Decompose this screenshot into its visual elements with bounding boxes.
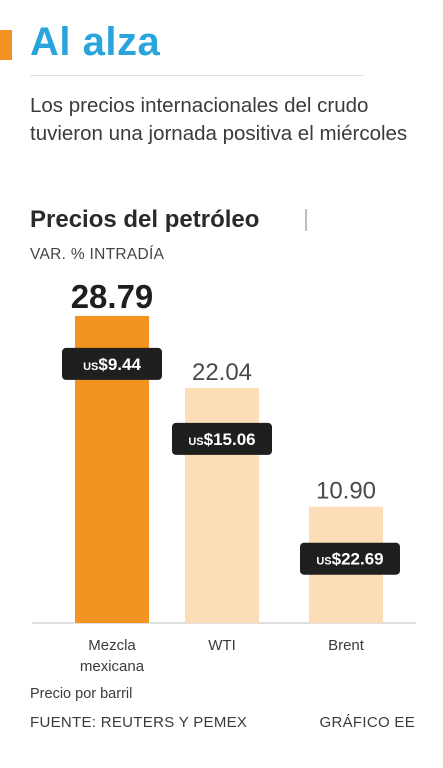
bar-chart: 28.79US$9.44Mezclamexicana22.04US$15.06W… bbox=[32, 278, 416, 675]
title-divider bbox=[30, 75, 364, 76]
price-value: $15.06 bbox=[204, 430, 256, 449]
unit-note: Precio por barril bbox=[30, 686, 133, 702]
source-text: FUENTE: REUTERS Y PEMEX bbox=[30, 714, 248, 731]
price-value: $9.44 bbox=[98, 355, 141, 374]
category-label: Mezcla bbox=[88, 637, 136, 654]
price-label: US$22.69 bbox=[316, 550, 383, 569]
chart-title-separator bbox=[305, 209, 307, 231]
price-value: $22.69 bbox=[332, 550, 384, 569]
category-label: WTI bbox=[208, 637, 236, 654]
credit-text: GRÁFICO EE bbox=[319, 714, 415, 731]
price-badge bbox=[172, 422, 272, 455]
category-label: Brent bbox=[328, 637, 365, 654]
page-description: Los precios internacionales del crudo tu… bbox=[30, 94, 408, 145]
chart-subtitle: VAR. % INTRADÍA bbox=[30, 246, 165, 263]
price-currency: US bbox=[83, 361, 98, 373]
price-badge bbox=[300, 542, 400, 575]
chart-title: Precios del petróleo bbox=[30, 206, 260, 233]
value-label: 10.90 bbox=[316, 478, 376, 505]
page-title: Al alza bbox=[30, 20, 161, 64]
price-badge bbox=[62, 347, 162, 380]
title-accent-bar bbox=[0, 30, 12, 60]
category-label: mexicana bbox=[80, 658, 145, 675]
price-currency: US bbox=[188, 436, 203, 448]
value-label: 28.79 bbox=[71, 278, 154, 315]
value-label: 22.04 bbox=[192, 359, 252, 386]
price-label: US$9.44 bbox=[83, 355, 141, 374]
price-currency: US bbox=[316, 556, 331, 568]
price-label: US$15.06 bbox=[188, 430, 255, 449]
